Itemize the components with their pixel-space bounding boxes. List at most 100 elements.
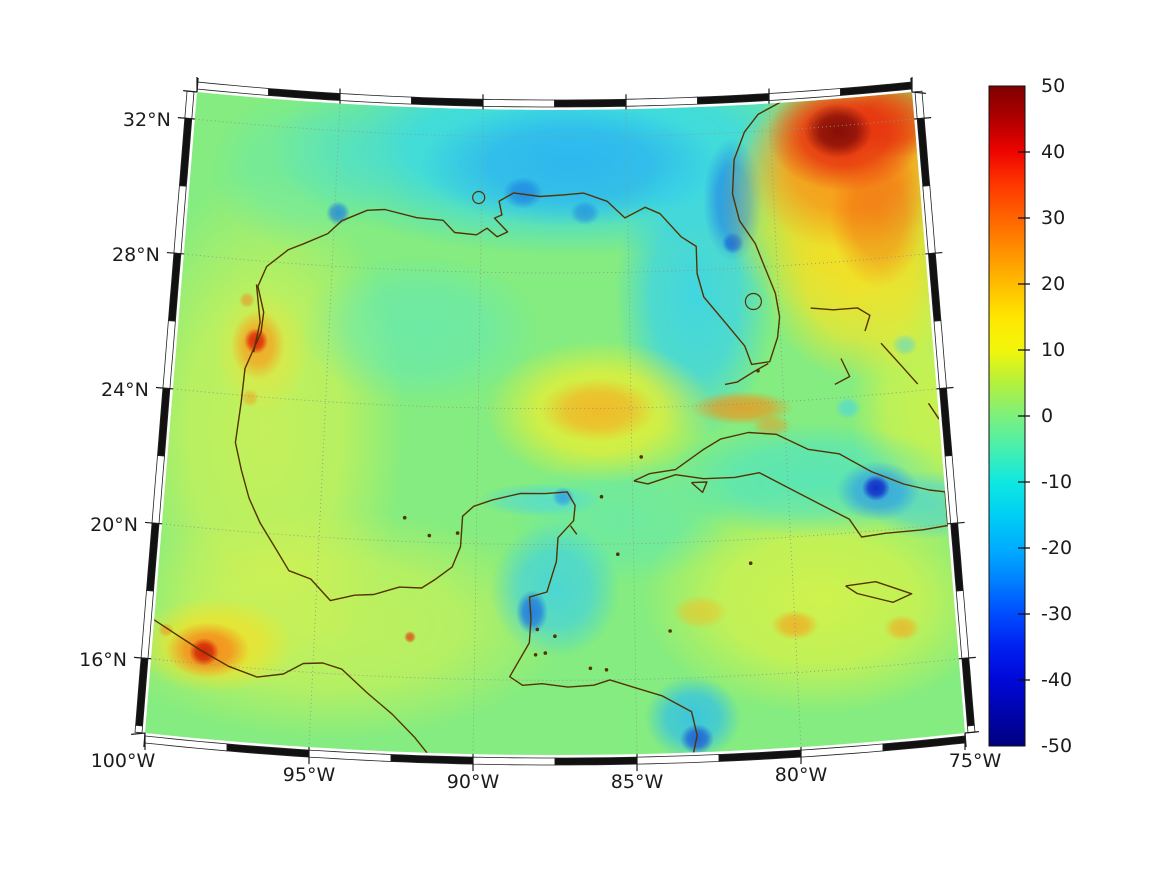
lake-okeechobee (744, 292, 763, 311)
map-frame-segment (135, 657, 149, 727)
field-blob (570, 201, 600, 225)
map-frame-segment (944, 455, 959, 525)
axis-tick-mark (183, 90, 198, 93)
graticule-meridian (768, 103, 802, 748)
map-frame-segment (961, 657, 975, 727)
colorbar-tick-label: -50 (1041, 735, 1072, 757)
lon-tick-label: 80°W (775, 764, 828, 786)
map-frame-segment (554, 756, 638, 766)
islet-dot (543, 651, 548, 655)
colorbar-tick-label: 40 (1041, 141, 1065, 163)
colorbar-tick-label: 0 (1041, 405, 1053, 427)
colorbar-tick-label: 50 (1041, 75, 1065, 97)
axis-tick-mark (155, 386, 173, 390)
coastline-bahamas-andros (834, 358, 851, 386)
lon-tick-label: 75°W (949, 750, 1002, 772)
map-frame-segment (173, 185, 187, 255)
map-frame-segment (933, 320, 947, 390)
islet-dot (535, 627, 540, 632)
lat-tick-label: 16°N (79, 649, 127, 671)
map-frame (131, 77, 979, 772)
map-frame-segment (939, 387, 953, 457)
islet-dot (616, 552, 620, 556)
axis-tick-mark (131, 732, 146, 735)
axis-tick-mark (166, 251, 184, 255)
field-blob (771, 610, 819, 640)
islet-dot (599, 494, 604, 499)
colorbar-tick-label: -10 (1041, 471, 1072, 493)
map-frame-segment (167, 252, 182, 322)
map-frame-segment (955, 590, 970, 659)
field-blob (239, 292, 255, 308)
coastline-atlantic-gulf-centralamerica-coast (234, 98, 787, 755)
coastline-texas-laguna (252, 284, 261, 353)
field-blob (478, 483, 602, 517)
map-frame-segment (151, 455, 165, 525)
colorbar-tick-label: 30 (1041, 207, 1065, 229)
field-blob (540, 378, 656, 442)
map-frame-segment (140, 590, 154, 659)
graticule-parallel (194, 118, 915, 138)
map-frame-segment (178, 117, 193, 187)
field-blob (892, 334, 918, 356)
axis-tick-mark (914, 116, 932, 120)
coastline-jamaica (845, 581, 913, 603)
map-frame-segment (927, 252, 942, 322)
lat-tick-label: 20°N (90, 514, 138, 536)
axis-tick-mark (144, 521, 163, 525)
map-frame-segment (411, 96, 484, 107)
map-frame-segment (146, 522, 160, 592)
islet-dot (639, 455, 643, 459)
axis-tick-mark (134, 656, 152, 660)
coastline-florida-keys (724, 362, 769, 386)
axis-tick-mark (958, 656, 976, 660)
coastline-mexico-pacific-coast (145, 613, 428, 754)
axis-labels: 100°W 95°W 90°W 85°W 80°W 75°W 32°N 28°N 24°N 20°… (79, 109, 1001, 793)
map-frame-segment (914, 90, 925, 120)
islet-dot (455, 531, 460, 535)
axis-tick-mark (947, 521, 965, 525)
lon-tick-label: 95°W (283, 764, 336, 786)
lat-tick-label: 32°N (123, 109, 171, 131)
coastline-bahamas-long-island (927, 402, 940, 420)
map-frame-segment (184, 90, 195, 120)
map-frame-segment (922, 185, 936, 255)
islet-dot (756, 369, 760, 373)
coastline-isla-juventud (690, 481, 708, 494)
map-frame-segment (482, 98, 555, 108)
axis-tick-mark (143, 732, 146, 748)
map-frame-segment (554, 98, 627, 108)
field-blob (503, 177, 543, 209)
heatmap-field (145, 92, 965, 755)
colorbar-tick-label: -40 (1041, 669, 1072, 691)
map-frame-segment (625, 96, 698, 107)
map-frame-segment (950, 522, 964, 592)
islet-dot (668, 629, 672, 633)
coastline-bahamas-eleuthera (880, 342, 919, 385)
field-blob (672, 595, 728, 629)
coastline-cozumel (569, 525, 578, 535)
map-frame-segment (268, 88, 341, 101)
field-blob (884, 615, 920, 641)
axis-tick-mark (964, 731, 979, 734)
graticule-parallel (183, 253, 926, 274)
axis-tick-mark (936, 386, 954, 390)
islet-dot (402, 515, 407, 520)
axis-tick-mark (196, 77, 199, 93)
field-blob (326, 201, 350, 225)
islet-dot (553, 634, 557, 638)
field-blob (300, 255, 540, 405)
field-blob (830, 143, 926, 287)
lat-tick-label: 28°N (112, 244, 160, 266)
axis-tick-mark (911, 91, 926, 94)
islet-dot (588, 666, 593, 671)
map-frame-segment (134, 724, 144, 734)
field-blob (640, 485, 965, 715)
islet-dot (748, 561, 753, 565)
lon-tick-label: 90°W (447, 771, 500, 793)
coastline-bahamas-grand-abaco (810, 307, 871, 332)
axis-tick-mark (910, 77, 913, 93)
lake-pontchartrain (472, 190, 486, 205)
